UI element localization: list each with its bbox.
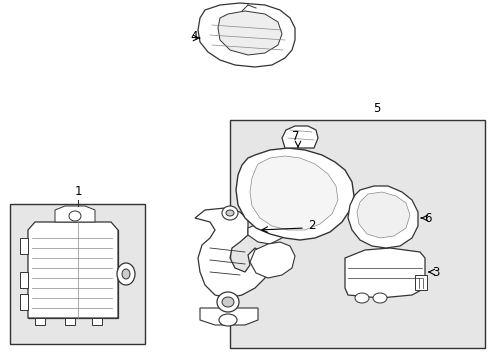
Polygon shape [200, 308, 258, 325]
Polygon shape [35, 318, 45, 325]
Ellipse shape [122, 269, 130, 279]
Polygon shape [20, 272, 28, 288]
Polygon shape [218, 11, 282, 55]
Polygon shape [92, 318, 102, 325]
Text: 7: 7 [292, 130, 299, 143]
Polygon shape [198, 3, 294, 67]
Polygon shape [236, 148, 353, 240]
Polygon shape [247, 218, 285, 244]
Ellipse shape [225, 210, 234, 216]
Polygon shape [65, 318, 75, 325]
Ellipse shape [372, 293, 386, 303]
Polygon shape [345, 248, 424, 298]
Text: 2: 2 [307, 219, 315, 231]
Ellipse shape [117, 263, 135, 285]
Text: 3: 3 [431, 266, 439, 279]
Ellipse shape [217, 292, 239, 312]
Text: 4: 4 [190, 30, 198, 42]
Bar [229, 120, 484, 348]
Polygon shape [20, 238, 28, 254]
Text: 6: 6 [423, 212, 430, 225]
Polygon shape [195, 208, 267, 298]
Bar [414, 275, 426, 290]
Text: 1: 1 [74, 185, 81, 198]
Polygon shape [28, 230, 118, 318]
Ellipse shape [222, 297, 234, 307]
Polygon shape [249, 156, 337, 230]
Ellipse shape [222, 206, 238, 220]
Polygon shape [28, 222, 118, 318]
Polygon shape [55, 206, 95, 222]
Polygon shape [249, 242, 294, 278]
Ellipse shape [69, 211, 81, 221]
Ellipse shape [219, 314, 237, 326]
Ellipse shape [354, 293, 368, 303]
Polygon shape [20, 294, 28, 310]
Text: 5: 5 [372, 102, 380, 115]
Bar [10, 204, 145, 344]
Polygon shape [347, 186, 417, 248]
Polygon shape [356, 192, 409, 238]
Polygon shape [282, 126, 317, 148]
